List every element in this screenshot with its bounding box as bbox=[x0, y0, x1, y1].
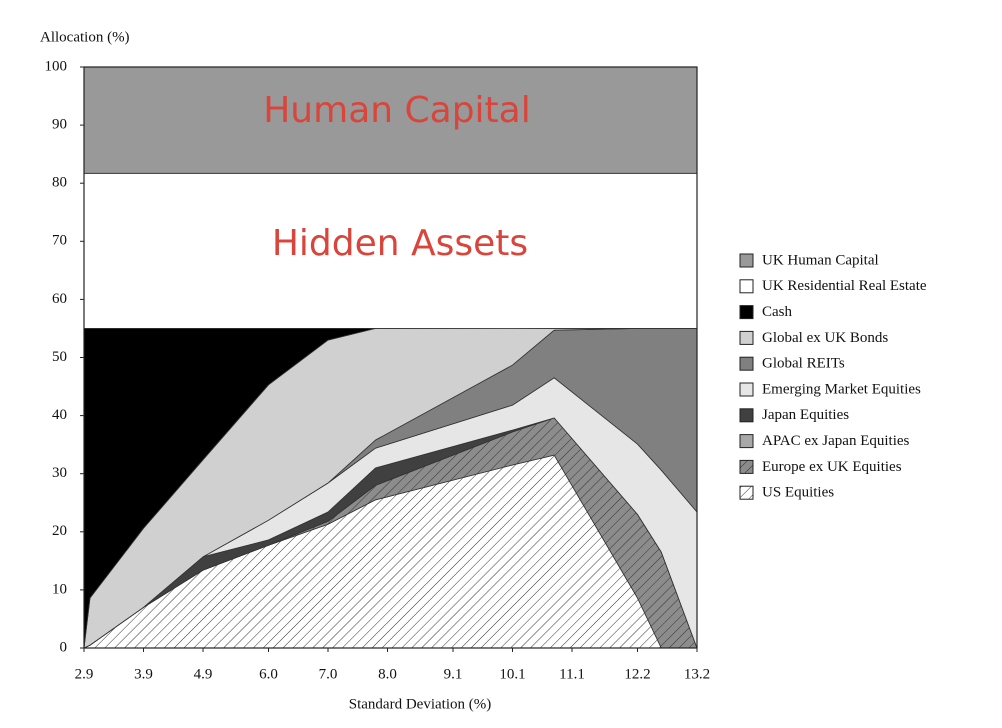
legend-label: UK Residential Real Estate bbox=[762, 278, 927, 294]
legend-label: Cash bbox=[762, 304, 793, 320]
x-tick-label: 6.0 bbox=[259, 666, 278, 682]
x-tick-label: 9.1 bbox=[444, 666, 463, 682]
legend-swatch bbox=[739, 253, 754, 268]
annotation: Human Capital bbox=[263, 90, 531, 131]
y-tick-label: 40 bbox=[52, 407, 67, 423]
annotation: Hidden Assets bbox=[272, 223, 528, 264]
legend-swatch bbox=[739, 305, 754, 320]
x-tick-label: 4.9 bbox=[194, 666, 213, 682]
x-tick-label: 10.1 bbox=[499, 666, 525, 682]
x-tick-label: 3.9 bbox=[134, 666, 153, 682]
x-tick-label: 7.0 bbox=[319, 666, 338, 682]
y-tick-label: 90 bbox=[52, 117, 67, 133]
y-tick-label: 80 bbox=[52, 175, 67, 191]
legend-label: Emerging Market Equities bbox=[762, 381, 921, 397]
legend-swatch bbox=[739, 382, 754, 397]
x-tick-label: 11.1 bbox=[559, 666, 585, 682]
x-tick-label: 2.9 bbox=[75, 666, 94, 682]
y-tick-label: 10 bbox=[52, 581, 67, 597]
legend-swatch bbox=[739, 279, 754, 294]
y-tick-label: 0 bbox=[60, 639, 68, 655]
y-tick-label: 100 bbox=[45, 58, 68, 74]
x-tick-label: 8.0 bbox=[378, 666, 397, 682]
legend-swatch bbox=[739, 485, 754, 500]
y-tick-label: 60 bbox=[52, 291, 67, 307]
x-tick-label: 13.2 bbox=[684, 666, 710, 682]
y-tick-label: 30 bbox=[52, 465, 67, 481]
y-tick-label: 50 bbox=[52, 349, 67, 365]
x-axis-label: Standard Deviation (%) bbox=[349, 696, 491, 712]
legend-label: US Equities bbox=[762, 485, 834, 501]
legend-swatch bbox=[739, 408, 754, 423]
legend-swatch bbox=[739, 434, 754, 449]
legend-label: APAC ex Japan Equities bbox=[762, 433, 910, 449]
legend-label: UK Human Capital bbox=[762, 252, 879, 268]
legend-swatch bbox=[739, 330, 754, 345]
y-tick-label: 20 bbox=[52, 523, 67, 539]
legend-label: Global ex UK Bonds bbox=[762, 330, 888, 346]
legend-label: Japan Equities bbox=[762, 407, 849, 423]
plot-area bbox=[83, 66, 698, 649]
legend-swatch bbox=[739, 356, 754, 371]
legend-label: Europe ex UK Equities bbox=[762, 459, 902, 475]
legend-label: Global REITs bbox=[762, 356, 845, 372]
y-axis-label: Allocation (%) bbox=[40, 29, 130, 45]
y-tick-label: 70 bbox=[52, 233, 67, 249]
legend-swatch bbox=[739, 459, 754, 474]
x-tick-label: 12.2 bbox=[624, 666, 650, 682]
